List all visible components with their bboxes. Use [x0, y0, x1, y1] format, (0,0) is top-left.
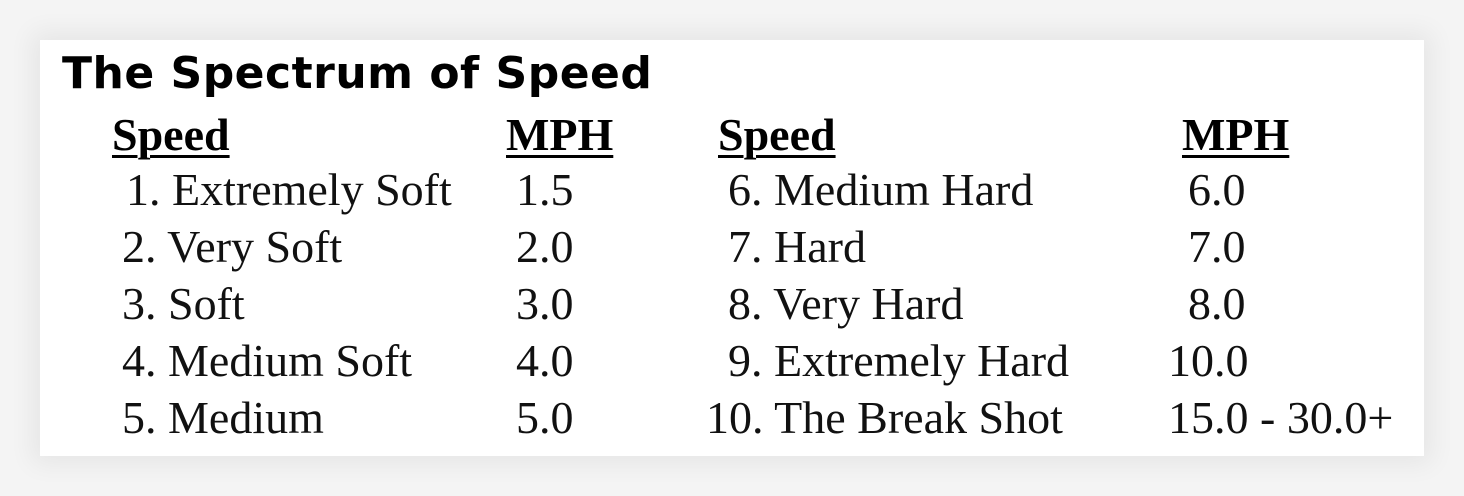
speed-label-2: 2. Very Soft — [122, 221, 343, 272]
speed-label-3: 3. Soft — [122, 278, 245, 329]
mph-value-3: 3.0 — [516, 278, 574, 329]
speed-label-1: 1. Extremely Soft — [126, 164, 452, 215]
header-mph-right: MPH — [1182, 109, 1290, 160]
page-title: The Spectrum of Speed — [62, 48, 653, 99]
header-speed-left: Speed — [112, 109, 230, 160]
header-speed-right: Speed — [718, 109, 836, 160]
mph-value-7: 7.0 — [1188, 221, 1246, 272]
speed-label-8: 8. Very Hard — [728, 278, 964, 329]
mph-value-9: 10.0 — [1168, 335, 1249, 386]
mph-value-8: 8.0 — [1188, 278, 1246, 329]
mph-value-2: 2.0 — [516, 221, 574, 272]
mph-value-6: 6.0 — [1188, 164, 1246, 215]
header-mph-left: MPH — [506, 109, 614, 160]
mph-value-10: 15.0 - 30.0+ — [1168, 392, 1394, 443]
speed-label-5: 5. Medium — [122, 392, 324, 443]
speed-label-6: 6. Medium Hard — [728, 164, 1034, 215]
speed-label-7: 7. Hard — [728, 221, 866, 272]
speed-table-card: The Spectrum of Speed Speed MPH Speed MP… — [40, 40, 1424, 456]
mph-value-5: 5.0 — [516, 392, 574, 443]
speed-label-9: 9. Extremely Hard — [728, 335, 1070, 386]
mph-value-4: 4.0 — [516, 335, 574, 386]
speed-label-10: 10. The Break Shot — [706, 392, 1063, 443]
speed-label-4: 4. Medium Soft — [122, 335, 413, 386]
mph-value-1: 1.5 — [516, 164, 574, 215]
